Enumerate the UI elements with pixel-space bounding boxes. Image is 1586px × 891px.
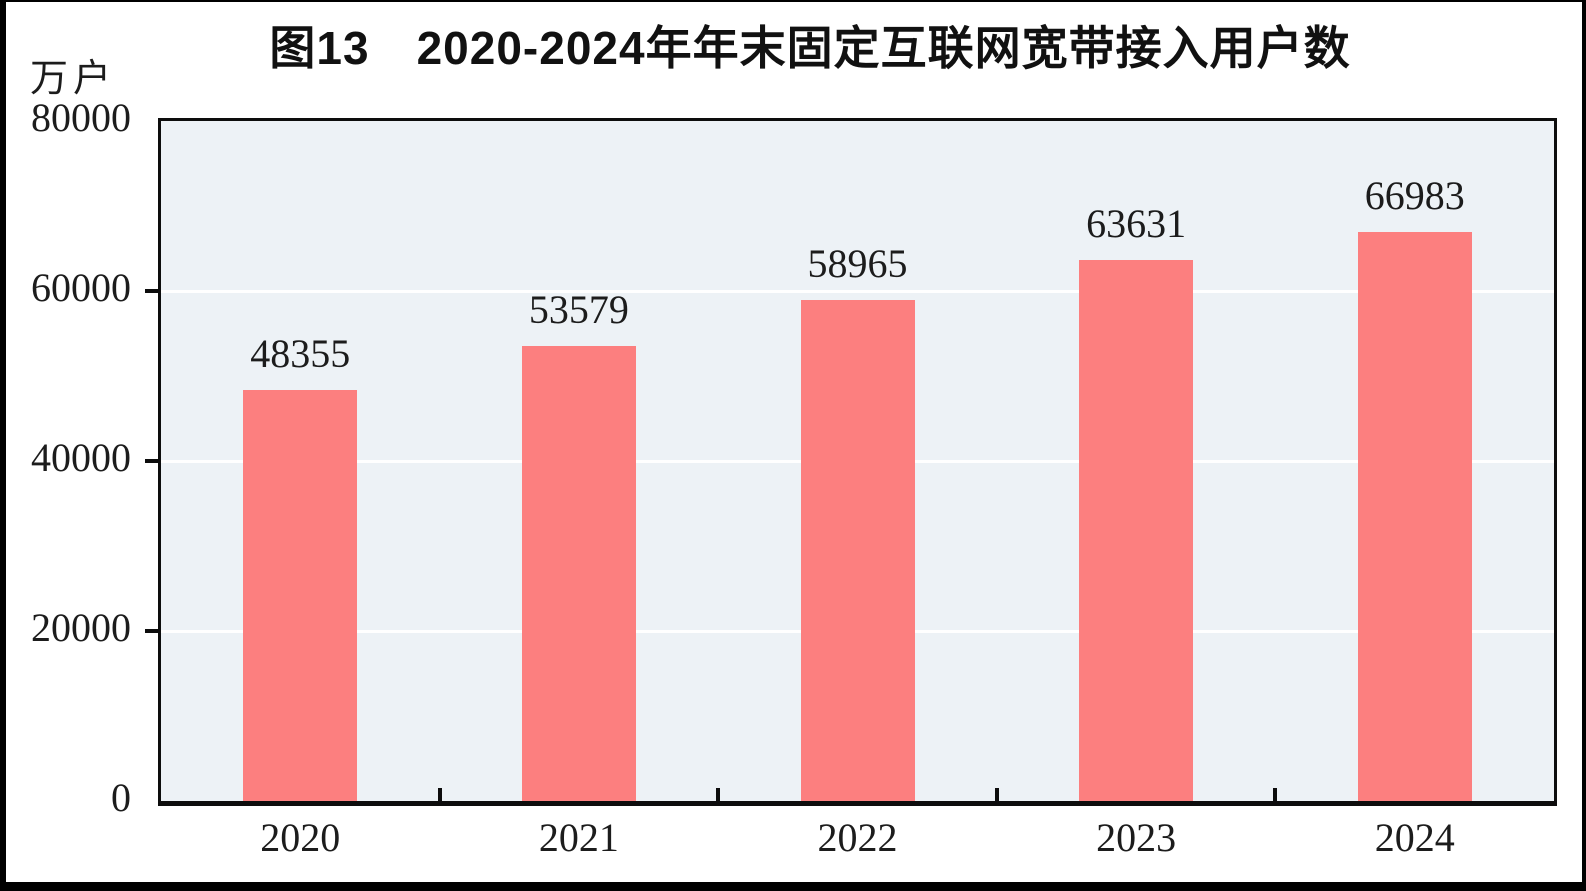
gridline-60000	[161, 289, 1554, 293]
x-axis-tick-label: 2021	[538, 815, 619, 860]
bar-2020	[243, 390, 358, 801]
bar-2022	[800, 300, 915, 801]
y-axis-tick-mark	[145, 289, 161, 293]
y-axis-tick-label: 40000	[31, 435, 131, 480]
plot-area: 48355 53579 58965 63631 66983	[158, 118, 1557, 806]
bar-value-label: 63631	[1086, 201, 1187, 246]
x-axis-tick-mark	[1273, 788, 1278, 801]
chart-title: 图13 2020-2024年年末固定互联网宽带接入用户数	[269, 22, 1351, 74]
bar-2023	[1079, 260, 1194, 801]
x-axis-tick-label: 2022	[817, 815, 898, 860]
x-axis-tick-label: 2024	[1374, 815, 1455, 860]
x-axis-tick-mark	[994, 788, 999, 801]
frame-left-border	[0, 0, 6, 891]
y-axis-tick-label: 20000	[31, 605, 131, 650]
frame-bottom-border	[0, 882, 1586, 891]
plot-inner: 48355 53579 58965 63631 66983	[161, 121, 1554, 801]
bar-2021	[521, 346, 636, 801]
y-axis-tick-label: 60000	[31, 265, 131, 310]
y-axis-tick-mark	[145, 459, 161, 463]
bar-value-label: 58965	[807, 241, 908, 286]
y-axis-tick-label: 80000	[31, 95, 131, 140]
x-axis-tick-label: 2023	[1096, 815, 1177, 860]
y-axis-unit-label: 万户	[30, 58, 117, 100]
x-axis-tick-mark	[437, 788, 442, 801]
x-axis-tick-label: 2020	[260, 815, 341, 860]
frame-top-border	[0, 0, 1586, 2]
bar-value-label: 48355	[250, 331, 351, 376]
bar-value-label: 53579	[528, 287, 629, 332]
bar-2024	[1357, 232, 1472, 801]
y-axis-tick-mark	[145, 629, 161, 633]
x-axis-tick-mark	[716, 788, 721, 801]
frame-right-border	[1582, 0, 1586, 891]
y-axis-tick-label: 0	[111, 775, 131, 820]
bar-value-label: 66983	[1364, 173, 1465, 218]
